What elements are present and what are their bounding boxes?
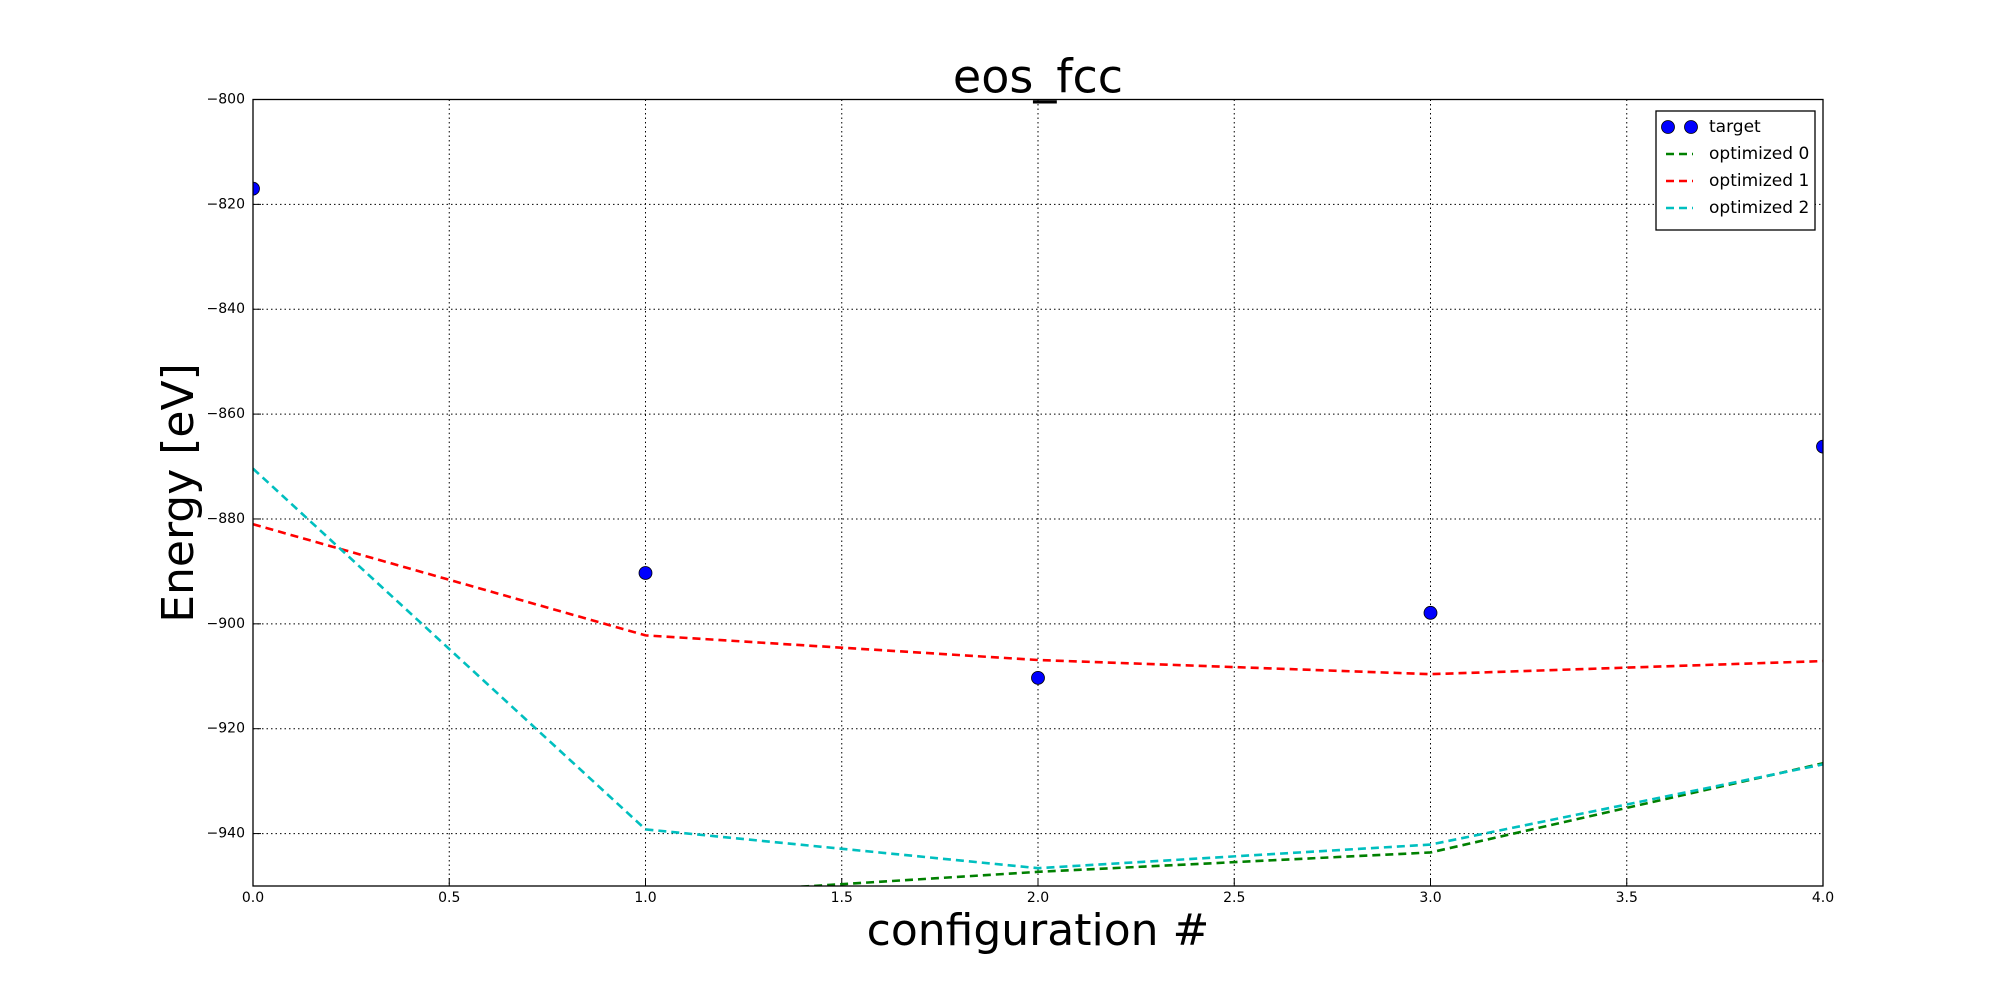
series-line <box>253 467 1823 870</box>
data-point <box>253 181 260 196</box>
x-tick-label: 0.5 <box>438 890 460 906</box>
y-axis-label: Energy [eV] <box>153 363 204 623</box>
x-tick-label: 1.0 <box>634 890 656 906</box>
plot-data <box>253 181 1823 886</box>
legend-label: optimized 0 <box>1709 144 1809 164</box>
y-tick-label: −880 <box>207 511 245 527</box>
legend-marker <box>1661 120 1675 134</box>
legend-label: optimized 2 <box>1709 198 1809 218</box>
legend: target optimized 0 optimized 1 optimized 2 <box>1655 110 1816 231</box>
x-tick-label: 0.0 <box>242 890 264 906</box>
y-tick-label: −920 <box>207 721 245 737</box>
x-tick-label: 3.5 <box>1616 890 1638 906</box>
x-tick-label: 2.5 <box>1223 890 1245 906</box>
x-tick-label: 3.0 <box>1419 890 1441 906</box>
x-tick-label: 2.0 <box>1027 890 1049 906</box>
x-axis-label: configuration # <box>867 905 1210 956</box>
data-point <box>1031 670 1045 685</box>
y-tick-label: −940 <box>207 826 245 842</box>
data-point <box>638 566 653 580</box>
legend-label: target <box>1709 117 1761 137</box>
y-tick-label: −860 <box>207 406 245 422</box>
y-tick-label: −840 <box>207 301 245 317</box>
y-tick-label: −800 <box>207 92 245 108</box>
plot-frame <box>252 98 1824 887</box>
legend-box <box>1655 110 1816 231</box>
y-tick-label: −820 <box>207 196 245 212</box>
legend-label: optimized 1 <box>1709 171 1809 191</box>
series-line <box>791 762 1823 886</box>
x-tick-label: 1.5 <box>831 890 853 906</box>
data-point <box>1423 605 1438 620</box>
data-point <box>1816 439 1823 454</box>
y-tick-label: −900 <box>207 616 245 632</box>
legend-marker <box>1684 120 1698 134</box>
x-tick-label: 4.0 <box>1812 890 1834 906</box>
chart-title: eos_fcc <box>953 50 1123 104</box>
